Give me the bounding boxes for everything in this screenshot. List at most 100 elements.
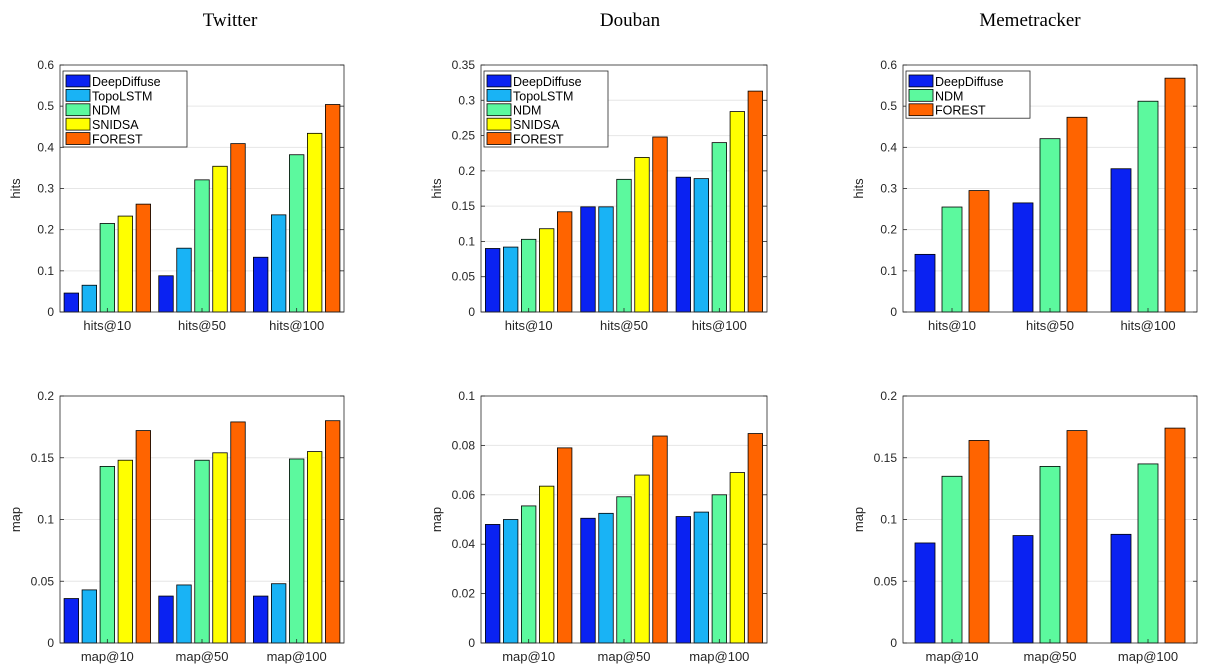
bar-snidsa-2	[307, 451, 323, 644]
bar-deepdiffuse-2	[1110, 168, 1132, 313]
ytick-label: 0.05	[452, 270, 476, 284]
bar-deepdiffuse-2	[675, 516, 691, 644]
bar-deepdiffuse-2	[1110, 533, 1132, 644]
xtick-label: hits@100	[692, 318, 747, 333]
ytick-label: 0.08	[452, 438, 476, 452]
bar-ndm-1	[616, 178, 632, 313]
legend-label: SNIDSA	[92, 118, 139, 132]
legend-label: DeepDiffuse	[513, 75, 582, 89]
bar-topolstm-2	[271, 583, 287, 644]
bar-topolstm-2	[693, 511, 709, 644]
chart-3: 0 0.05 0.1 0.15 0.2 map@10 map@50 map@100 map	[8, 389, 345, 664]
bar-snidsa-1	[212, 452, 228, 644]
xtick-label: hits@10	[83, 318, 131, 333]
bar-deepdiffuse-1	[580, 517, 596, 644]
bar-deepdiffuse-1	[158, 595, 174, 644]
xtick-label: map@50	[176, 649, 229, 664]
ytick-label: 0.4	[37, 140, 54, 154]
legend-swatch	[908, 74, 934, 88]
bar-deepdiffuse-1	[580, 206, 596, 313]
legend-swatch	[486, 117, 512, 131]
chart-2: 0 0.1 0.2 0.3 0.4 0.5 0.6 hits@10 hits@50 hits@10…	[851, 58, 1198, 333]
ytick-label: 0.6	[37, 58, 54, 72]
ytick-label: 0.25	[452, 129, 476, 143]
legend-label: SNIDSA	[513, 118, 560, 132]
bar-topolstm-0	[81, 284, 97, 313]
bar-forest-0	[968, 190, 990, 313]
bar-forest-0	[135, 430, 151, 644]
bar-ndm-0	[99, 465, 115, 644]
ytick-label: 0	[47, 636, 54, 650]
legend-swatch	[486, 103, 512, 117]
bar-forest-1	[230, 421, 246, 644]
xtick-label: map@100	[689, 649, 749, 664]
ytick-label: 0.1	[37, 513, 54, 527]
y-axis-label: map	[8, 507, 23, 532]
bar-ndm-1	[1039, 138, 1061, 313]
xtick-label: hits@50	[178, 318, 226, 333]
xtick-label: hits@10	[928, 318, 976, 333]
bar-ndm-0	[521, 238, 537, 313]
bar-ndm-1	[194, 179, 210, 313]
bar-forest-1	[230, 143, 246, 313]
ytick-label: 0	[890, 636, 897, 650]
bar-deepdiffuse-0	[485, 524, 501, 644]
xtick-label: map@50	[1024, 649, 1077, 664]
bar-ndm-0	[521, 505, 537, 644]
ytick-label: 0.6	[880, 58, 897, 72]
axes-box	[480, 395, 768, 644]
bar-ndm-0	[941, 206, 963, 313]
legend-swatch	[486, 132, 512, 145]
legend-label: FOREST	[92, 133, 143, 147]
bar-deepdiffuse-1	[1012, 535, 1034, 644]
bar-snidsa-1	[634, 157, 650, 313]
bar-deepdiffuse-0	[63, 598, 79, 644]
bar-topolstm-1	[598, 512, 614, 644]
bar-snidsa-1	[212, 165, 228, 313]
bar-ndm-2	[711, 494, 727, 644]
ytick-label: 0.3	[458, 93, 475, 107]
chart-0: 0 0.1 0.2 0.3 0.4 0.5 0.6 hits@10 hits@50 hits@10…	[8, 58, 345, 333]
bar-ndm-2	[289, 458, 305, 644]
ytick-label: 0.3	[37, 182, 54, 196]
y-axis-label: map	[851, 507, 866, 532]
ytick-label: 0.1	[458, 389, 475, 403]
bar-forest-1	[1066, 116, 1088, 313]
xtick-label: hits@100	[1120, 318, 1175, 333]
ytick-label: 0.06	[452, 488, 476, 502]
xtick-label: map@100	[1118, 649, 1178, 664]
bar-ndm-1	[1039, 465, 1061, 644]
ytick-label: 0.2	[880, 389, 897, 403]
ytick-label: 0	[468, 305, 475, 319]
y-axis-label: hits	[851, 178, 866, 199]
axes-box	[902, 64, 1198, 313]
chart-1: 0 0.05 0.1 0.15 0.2 0.25 0.3 0.35 hits@10 hits@50…	[429, 58, 768, 333]
legend-swatch	[65, 89, 91, 102]
bar-ndm-0	[99, 223, 115, 313]
ytick-label: 0.04	[452, 537, 476, 551]
ytick-label: 0.2	[880, 223, 897, 237]
ytick-label: 0.1	[880, 264, 897, 278]
bar-forest-2	[325, 104, 341, 313]
axes-box	[59, 64, 345, 313]
bar-forest-0	[968, 440, 990, 644]
ytick-label: 0	[890, 305, 897, 319]
xtick-label: hits@50	[600, 318, 648, 333]
ytick-label: 0.5	[880, 99, 897, 113]
ytick-label: 0.2	[37, 223, 54, 237]
bar-snidsa-2	[729, 111, 745, 313]
legend-swatch	[65, 117, 91, 131]
y-axis-label: hits	[429, 178, 444, 199]
bar-forest-2	[747, 90, 763, 313]
bar-forest-2	[747, 433, 763, 644]
bar-snidsa-2	[729, 472, 745, 644]
xtick-label: map@50	[598, 649, 651, 664]
bar-deepdiffuse-2	[253, 595, 269, 644]
legend-swatch	[486, 89, 512, 102]
bar-snidsa-1	[634, 474, 650, 644]
ytick-label: 0.15	[31, 451, 55, 465]
xtick-label: map@10	[926, 649, 979, 664]
xtick-label: hits@10	[505, 318, 553, 333]
bar-snidsa-0	[117, 459, 133, 644]
xtick-label: map@100	[267, 649, 327, 664]
